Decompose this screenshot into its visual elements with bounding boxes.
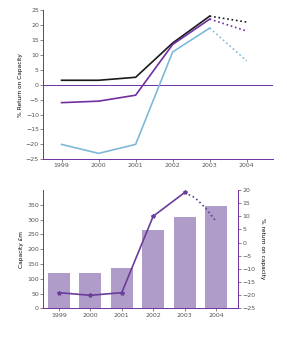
Bar [142,230,164,308]
Bar [205,206,227,308]
Y-axis label: % Return on Capacity: % Return on Capacity [18,53,23,117]
Bar [174,217,196,308]
Bar [48,273,70,308]
Bar [111,268,133,308]
Bar [79,273,101,308]
Y-axis label: Capacity £m: Capacity £m [19,231,24,268]
Legend: Managed, Portfolio, Market, Forecast, Forecast, Forecast: Managed, Portfolio, Market, Forecast, Fo… [46,213,170,231]
Y-axis label: % return on capacity: % return on capacity [260,218,265,280]
